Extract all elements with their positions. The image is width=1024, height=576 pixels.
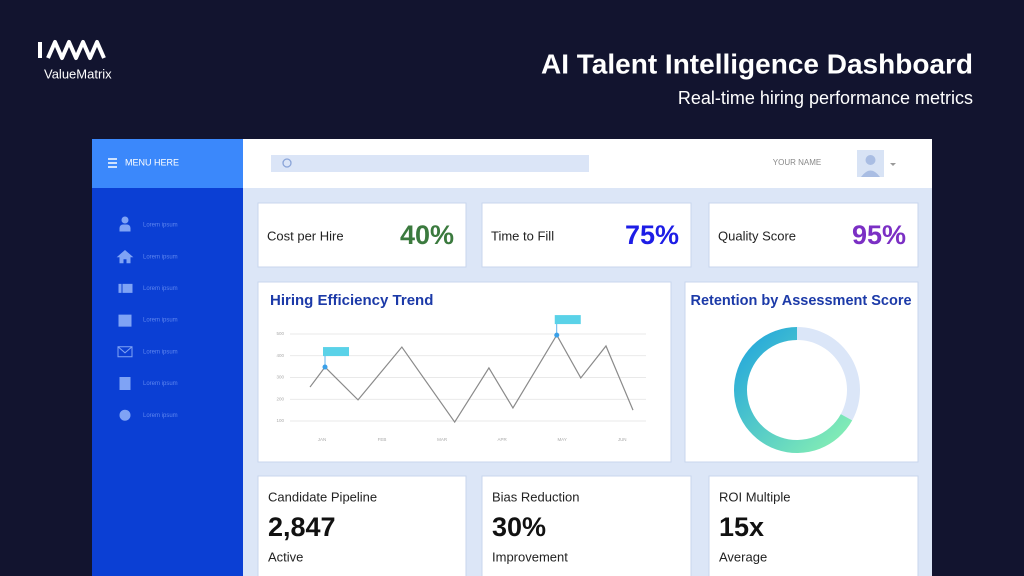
- retention-card: [684, 281, 919, 463]
- stat-note: Improvement: [492, 549, 568, 564]
- stat-label: Bias Reduction: [492, 489, 579, 504]
- sidebar-item[interactable]: Lorem ipsum: [143, 318, 178, 324]
- sidebar-item[interactable]: Lorem ipsum: [143, 286, 178, 292]
- kpi-card: [708, 202, 919, 268]
- stat-label: Candidate Pipeline: [268, 489, 377, 504]
- search-box[interactable]: [271, 155, 589, 172]
- stat-note: Active: [268, 549, 303, 564]
- donut-segment: [797, 327, 861, 421]
- kpi-value: 40%: [400, 220, 454, 250]
- subtitle: Real-time hiring performance metrics: [678, 88, 973, 108]
- sidebar-icon: [117, 346, 133, 358]
- menu-label: MENU HERE: [125, 157, 179, 167]
- y-tick-label: 500: [276, 331, 284, 336]
- menu-header[interactable]: [92, 139, 243, 188]
- stat-card: [481, 475, 692, 576]
- sidebar-icon: [118, 314, 132, 327]
- y-tick-label: 100: [276, 418, 284, 423]
- kpi-label: Quality Score: [718, 228, 796, 243]
- sidebar-icon: [119, 216, 131, 232]
- stat-value: 15x: [719, 512, 764, 542]
- x-tick-label: MAR: [437, 437, 448, 442]
- kpi-value: 95%: [852, 220, 906, 250]
- tooltip: [554, 315, 581, 325]
- x-tick-label: FEB: [378, 437, 387, 442]
- dropdown-arrow: [890, 163, 896, 166]
- sidebar-item[interactable]: Lorem ipsum: [143, 223, 178, 229]
- avatar-head: [865, 155, 876, 165]
- logo: [38, 40, 106, 60]
- point: [554, 332, 560, 338]
- sidebar-icon: [119, 377, 131, 390]
- sidebar-item[interactable]: Lorem ipsum: [143, 413, 178, 419]
- sidebar-item[interactable]: Lorem ipsum: [143, 381, 178, 387]
- menu-icon: [108, 158, 117, 168]
- avatar-body: [861, 170, 880, 177]
- stat-value: 30%: [492, 512, 546, 542]
- sidebar: [92, 188, 243, 576]
- sidebar-icon: [118, 283, 133, 293]
- brand: ValueMatrix: [44, 66, 112, 81]
- stat-card: [708, 475, 919, 576]
- trend-title: Hiring Efficiency Trend: [270, 292, 433, 309]
- y-tick-label: 200: [276, 396, 284, 401]
- kpi-card: [481, 202, 692, 268]
- sidebar-icon: [116, 250, 134, 264]
- kpi-card: [257, 202, 467, 268]
- sidebar-icon: [119, 409, 131, 421]
- kpi-value: 75%: [625, 220, 679, 250]
- cards: [257, 202, 919, 576]
- retention-title: Retention by Assessment Score: [690, 293, 911, 309]
- kpi-label: Time to Fill: [491, 228, 554, 243]
- user-name: YOUR NAME: [773, 158, 821, 167]
- title: AI Talent Intelligence Dashboard: [541, 48, 973, 79]
- search-icon: [282, 158, 292, 168]
- sidebar-item[interactable]: Lorem ipsum: [143, 254, 178, 260]
- stat-value: 2,847: [268, 512, 336, 542]
- sidebar-item[interactable]: Lorem ipsum: [143, 349, 178, 355]
- trend-line: [309, 333, 634, 424]
- stat-note: Average: [719, 549, 767, 564]
- x-tick-label: MAY: [557, 437, 566, 442]
- kpi-label: Cost per Hire: [267, 228, 344, 243]
- tooltip: [323, 347, 350, 357]
- x-tick-label: JAN: [318, 437, 327, 442]
- stat-label: ROI Multiple: [719, 489, 791, 504]
- y-tick-label: 300: [276, 375, 284, 380]
- trend-card: [257, 281, 672, 463]
- y-tick-label: 400: [276, 353, 284, 358]
- x-tick-label: JUN: [618, 437, 627, 442]
- x-tick-label: APR: [497, 437, 507, 442]
- point: [322, 364, 328, 370]
- stat-card: [257, 475, 467, 576]
